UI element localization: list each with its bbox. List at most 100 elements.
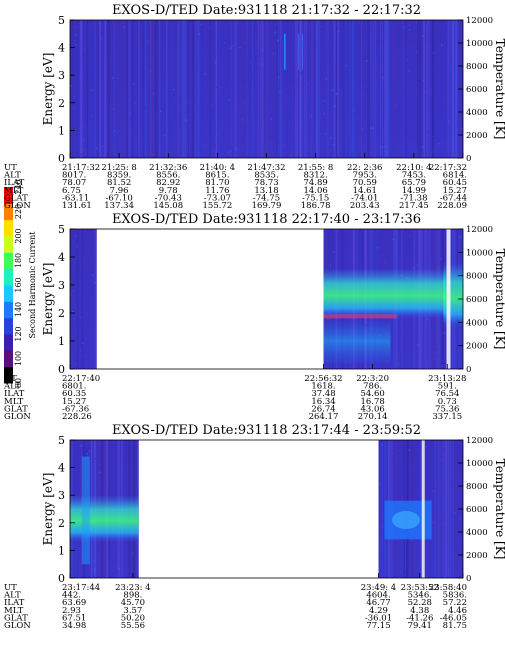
ephemeris-value: 898. [123, 591, 142, 601]
y2-tick-label: 2000 [466, 131, 488, 141]
ephemeris-value: 65.79 [402, 178, 426, 188]
ephemeris-value: 8359. [107, 171, 131, 181]
ephemeris-value: -75.15 [302, 193, 329, 203]
colorbar-swatch [4, 252, 13, 270]
ephemeris-value: 3.57 [123, 606, 142, 616]
ephemeris-value: 4604. [366, 591, 390, 601]
ephemeris-value: 4.46 [448, 606, 467, 616]
colorbar-label: Second Harmonic Current [28, 231, 37, 339]
y2-axis-ticks: 0 2000 4000 6000 8000 10000 12000 [458, 225, 493, 375]
y-tick-label: 3 [58, 489, 65, 502]
y-tick-label: 1 [58, 124, 65, 137]
x-tick-label: 23:13:28 [428, 374, 466, 384]
heatmap-area [70, 440, 464, 578]
ephemeris-value: 13.18 [254, 186, 278, 196]
ephemeris-value: 264.17 [309, 412, 339, 422]
ephemeris-value: 82.92 [156, 178, 180, 188]
heatmap-area [70, 229, 464, 369]
colorbar-tick-label: 220 [14, 204, 23, 219]
x-tick-label: 22:17:40 [62, 374, 100, 384]
ephemeris-value: 37.48 [311, 389, 335, 399]
ephemeris-value: 7453. [402, 171, 426, 181]
ephemeris-value: 4.29 [369, 606, 388, 616]
x-tick-label: 21:25: 8 [101, 163, 136, 173]
ephemeris-row-label: GLAT [4, 404, 28, 414]
y2-axis-label: Temperature [K] [493, 459, 505, 560]
y2-tick-label: 8000 [466, 482, 488, 492]
ephemeris-value: 4.38 [410, 606, 429, 616]
ephemeris-value: 228.09 [437, 201, 467, 211]
ephemeris-value: 131.61 [62, 201, 92, 211]
y-tick-label: 3 [58, 279, 65, 292]
colorbar-swatch [4, 219, 13, 237]
ephemeris-value: 8017. [62, 171, 86, 181]
colorbar-swatch [4, 350, 13, 368]
x-tick-label: 22:17:32 [429, 163, 467, 173]
ephemeris-value: 16.78 [360, 397, 384, 407]
x-tick-label: 22:56:32 [304, 374, 342, 384]
ephemeris-value: 786. [363, 382, 382, 392]
ephemeris-row-label: MLT [4, 186, 24, 196]
ephemeris-value: 14.06 [303, 186, 327, 196]
ephemeris-value: 186.78 [301, 201, 331, 211]
ephemeris-value: 145.08 [153, 201, 183, 211]
ephemeris-value: 5836. [443, 591, 467, 601]
y-tick-label: 3 [58, 69, 65, 82]
y2-axis-ticks: 0 2000 4000 6000 8000 10000 12000 [458, 436, 493, 584]
ephemeris-value: 34.98 [62, 621, 86, 631]
ephemeris-row-label: GLAT [4, 613, 28, 623]
y-tick-label: 0 [58, 363, 65, 376]
ephemeris-row-label: UT [4, 374, 17, 384]
ephemeris-value: -36.01 [365, 613, 392, 623]
y-axis-label: Energy [eV] [41, 473, 55, 546]
y2-tick-label: 2000 [466, 551, 488, 561]
colorbar-tick-label: 200 [14, 228, 23, 243]
y2-axis-label: Temperature [K] [493, 39, 505, 140]
ephemeris-value: 203.43 [350, 201, 380, 211]
colorbar-swatch [4, 334, 13, 351]
ephemeris-value: 78.07 [62, 178, 86, 188]
ephemeris-value: 76.54 [435, 389, 459, 399]
colorbar-tick-label: 180 [14, 253, 23, 268]
ephemeris-value: 2.93 [62, 606, 81, 616]
y-tick-label: 5 [58, 223, 65, 236]
y-axis-ticks: 0 1 2 3 4 5 [58, 434, 75, 585]
y2-tick-label: 12000 [466, 16, 493, 26]
ephemeris-value: 5346. [408, 591, 432, 601]
y-tick-label: 2 [58, 97, 65, 110]
ephemeris-row-label: MLT [4, 397, 24, 407]
ephemeris-value: 81.75 [443, 621, 467, 631]
y-tick-label: 4 [58, 251, 65, 264]
y2-tick-label: 10000 [466, 248, 493, 258]
ephemeris-value: -70.43 [155, 193, 182, 203]
ephemeris-value: 591. [438, 382, 457, 392]
colorbar-tick-label: 80 [14, 378, 23, 388]
colorbar-tick-label: 120 [14, 326, 23, 341]
colorbar-swatch [4, 236, 13, 253]
ephemeris-row-label: GLON [4, 621, 31, 631]
ephemeris-value: -74.01 [351, 193, 378, 203]
y2-tick-label: 2000 [466, 342, 488, 352]
ephemeris-value: 16.34 [311, 397, 335, 407]
y2-tick-label: 12000 [466, 436, 493, 446]
ephemeris-value: 7953. [353, 171, 377, 181]
ephemeris-value: 74.89 [303, 178, 327, 188]
ephemeris-value: 54.60 [360, 389, 384, 399]
x-tick-label: 23:58:40 [429, 583, 467, 593]
colorbar-swatch [4, 317, 13, 335]
x-tick-label: 21:17:32 [62, 163, 100, 173]
colorbar-tick-label: 140 [14, 302, 23, 317]
ephemeris-value: 52.28 [408, 598, 432, 608]
y2-axis-ticks: 0 2000 4000 6000 8000 10000 12000 [458, 16, 493, 164]
ephemeris-value: 0.73 [438, 397, 457, 407]
ephemeris-value: 57.22 [443, 598, 467, 608]
y2-axis-label: Temperature [K] [493, 249, 505, 350]
ephemeris-value: -73.07 [204, 193, 231, 203]
ephemeris-row-label: GLAT [4, 193, 28, 203]
y2-tick-label: 0 [466, 154, 471, 164]
colorbar-swatch [4, 366, 13, 384]
y-axis-ticks: 0 1 2 3 4 5 [58, 14, 75, 165]
y2-tick-label: 4000 [466, 108, 488, 118]
